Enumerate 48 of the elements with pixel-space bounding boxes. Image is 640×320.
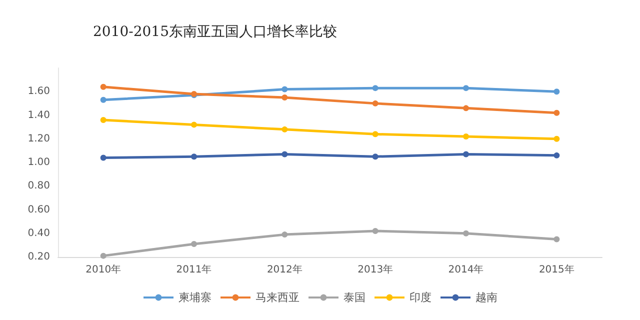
point — [463, 85, 469, 92]
x-tick-label: 2014年 — [448, 264, 484, 276]
point — [372, 131, 378, 138]
point — [463, 105, 469, 112]
legend-label: 柬埔寨 — [178, 291, 212, 304]
x-tick-label: 2013年 — [358, 264, 394, 276]
point — [554, 110, 560, 116]
x-tick-label: 2012年 — [266, 264, 302, 276]
legend-label: 泰国 — [344, 291, 366, 304]
legend-label: 马来西亚 — [256, 291, 300, 304]
legend-label: 越南 — [476, 291, 498, 304]
point — [191, 154, 197, 160]
point — [100, 154, 106, 161]
point — [372, 154, 378, 160]
point — [100, 96, 106, 103]
point — [100, 84, 106, 90]
point — [463, 230, 469, 236]
legend-label: 印度 — [410, 291, 432, 304]
point — [100, 116, 106, 123]
point — [191, 122, 197, 128]
point — [463, 134, 469, 140]
point — [554, 152, 560, 158]
chart-title: 2010-2015东南亚五国人口增长率比较 — [93, 24, 337, 40]
point — [191, 241, 197, 248]
y-tick-label: 0.60 — [28, 204, 50, 216]
point — [463, 151, 469, 158]
x-tick-label: 2015年 — [538, 264, 574, 276]
y-tick-label: 1.40 — [28, 110, 50, 121]
y-tick-label: 0.80 — [28, 180, 50, 192]
point — [282, 126, 288, 132]
point — [282, 151, 288, 158]
y-tick-label: 0.20 — [28, 252, 50, 262]
point — [372, 85, 378, 92]
point — [372, 100, 378, 106]
point — [554, 236, 560, 242]
y-tick-label: 0.40 — [28, 228, 50, 239]
point — [100, 252, 106, 259]
point — [282, 232, 288, 238]
x-tick-label: 2011年 — [176, 264, 212, 276]
point — [554, 136, 560, 142]
y-tick-label: 1.00 — [28, 157, 50, 168]
point — [372, 228, 378, 234]
y-tick-label: 1.60 — [28, 86, 50, 98]
point — [282, 94, 288, 101]
x-tick-label: 2010年 — [86, 264, 122, 276]
y-tick-label: 1.20 — [28, 133, 50, 144]
point — [282, 86, 288, 92]
point — [554, 88, 560, 95]
